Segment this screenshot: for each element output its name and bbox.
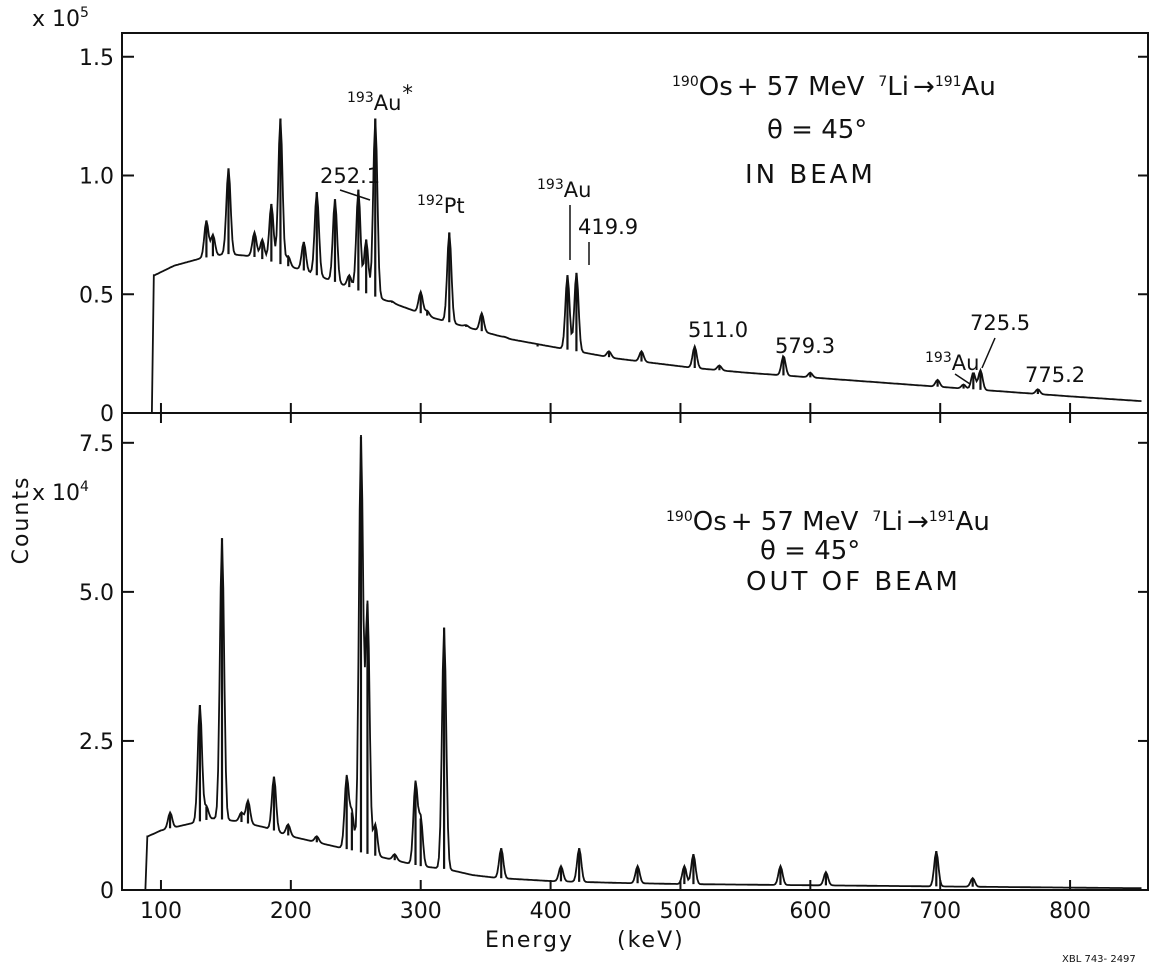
annotation-193au-413: 193Au xyxy=(537,177,591,202)
x-axis: 100 200 300 400 500 600 700 800 xyxy=(140,880,1091,924)
annotation-193au-718: 193Au xyxy=(925,350,979,375)
bottom-y-tick-label: 0 xyxy=(100,879,114,904)
annotation-775-2: 775.2 xyxy=(1025,363,1085,387)
leader-725-5 xyxy=(981,337,996,369)
x-tick-label: 800 xyxy=(1049,899,1091,924)
top-spectrum-line xyxy=(150,118,1142,414)
top-angle-label: θ = 45° xyxy=(767,115,867,145)
annotation-193au-star: 193Au* xyxy=(347,81,413,115)
bottom-exponent-label: x 104 xyxy=(32,479,89,506)
bottom-y-axis: 0 2.5 5.0 7.5 xyxy=(79,432,1148,904)
bottom-y-tick-label: 7.5 xyxy=(79,432,114,457)
annotation-192pt: 192Pt xyxy=(417,193,465,218)
leader-252-1 xyxy=(339,189,371,201)
figure-code: XBL 743- 2497 xyxy=(1062,954,1136,965)
annotation-511-0: 511.0 xyxy=(688,318,748,342)
annotation-419-9: 419.9 xyxy=(578,215,638,239)
bottom-reaction-label: 190Os + 57 MeV 7Li →191Au xyxy=(666,507,990,537)
x-tick-label: 500 xyxy=(659,899,701,924)
bottom-spectrum-line xyxy=(144,434,1142,891)
annotation-725-5: 725.5 xyxy=(970,311,1030,335)
x-tick-label: 600 xyxy=(789,899,831,924)
bottom-y-tick-label: 2.5 xyxy=(79,730,114,755)
top-x-ticks xyxy=(159,403,1072,423)
x-tick-label: 300 xyxy=(400,899,442,924)
annotation-252-1: 252.1 xyxy=(320,164,380,188)
x-tick-label: 200 xyxy=(270,899,312,924)
top-y-tick-label: 1.5 xyxy=(79,46,114,71)
top-y-tick-label: 0 xyxy=(100,402,114,427)
x-axis-title: Energy xyxy=(485,928,574,953)
x-tick-label: 100 xyxy=(140,899,182,924)
top-y-tick-label: 0.5 xyxy=(79,283,114,308)
bottom-peak-lines xyxy=(168,436,974,887)
top-condition-label: IN BEAM xyxy=(745,160,876,190)
y-axis-title: Counts xyxy=(9,476,34,565)
bottom-panel-frame xyxy=(121,412,1149,891)
top-exponent-label: x 105 xyxy=(32,5,89,32)
annotation-579-3: 579.3 xyxy=(775,334,835,358)
bottom-condition-label: OUT OF BEAM xyxy=(746,567,961,597)
top-y-axis: 0 0.5 1.0 1.5 xyxy=(79,46,1148,427)
top-y-tick-label: 1.0 xyxy=(79,165,114,190)
top-reaction-label: 190Os + 57 MeV 7Li →191Au xyxy=(672,72,996,102)
leader-193au-718 xyxy=(954,373,971,385)
bottom-y-tick-label: 5.0 xyxy=(79,581,114,606)
x-tick-label: 400 xyxy=(530,899,572,924)
top-peak-lines xyxy=(205,118,1039,395)
x-tick-label: 700 xyxy=(919,899,961,924)
bottom-angle-label: θ = 45° xyxy=(760,536,860,566)
x-axis-unit: (keV) xyxy=(617,928,685,953)
top-annotations: 193Au* 252.1 192Pt 193Au 419.9 511.0 579… xyxy=(320,81,1085,387)
